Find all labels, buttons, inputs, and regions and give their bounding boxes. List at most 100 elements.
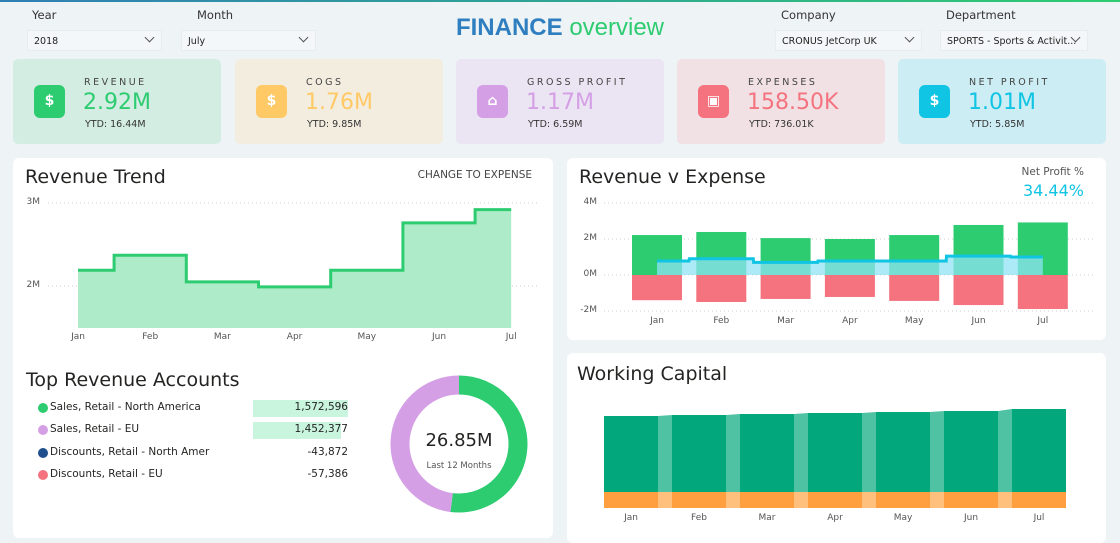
x-tick: May: [357, 332, 377, 342]
working-capital-title: Working Capital: [577, 363, 728, 385]
money-bag-icon: $: [34, 85, 65, 118]
x-tick: Jan: [71, 332, 85, 342]
house-dollar-icon: ⌂: [477, 85, 508, 118]
bar-connector: [658, 415, 672, 492]
expense-bar: [824, 275, 875, 297]
x-tick: Feb: [713, 316, 730, 326]
account-name: Sales, Retail - North America: [50, 401, 201, 413]
current-assets-bar: [672, 415, 726, 492]
bar-connector: [930, 411, 944, 492]
expense-bar: [1017, 275, 1068, 310]
kpi-label: REVENUE: [84, 77, 147, 88]
department-value: SPORTS - Sports & Activit...: [947, 36, 1077, 47]
change-to-expense-button[interactable]: CHANGE TO EXPENSE: [417, 169, 532, 181]
company-label: Company: [781, 8, 836, 22]
x-tick: Jul: [505, 332, 517, 342]
x-tick: Jan: [650, 316, 664, 326]
legend-dot: [38, 470, 48, 480]
expense-bar: [696, 275, 747, 302]
company-value: CRONUS JetCorp UK: [782, 36, 877, 47]
account-name: Discounts, Retail - EU: [50, 468, 163, 480]
x-tick: May: [893, 513, 913, 523]
x-tick: May: [904, 316, 924, 326]
kpi-card-net-profit[interactable]: $ NET PROFIT 1.01M YTD: 5.85M: [898, 59, 1106, 144]
x-tick: Apr: [286, 332, 303, 342]
donut-total: 26.85M: [425, 430, 493, 451]
wallet-icon: ▣: [698, 85, 729, 118]
expense-bar: [889, 275, 940, 301]
kpi-value: 1.17M: [526, 90, 594, 115]
kpi-card-cogs[interactable]: $ COGS 1.76M YTD: 9.85M: [235, 59, 443, 144]
net-profit-value: 34.44%: [1022, 181, 1084, 200]
kpi-card-revenue[interactable]: $ REVENUE 2.92M YTD: 16.44M: [13, 59, 221, 144]
bar-connector: [794, 413, 808, 492]
kpi-ytd: YTD: 5.85M: [970, 119, 1025, 130]
current-liabilities-bar: [808, 492, 862, 508]
year-label: Year: [32, 8, 57, 22]
kpi-card-gross-profit[interactable]: ⌂ GROSS PROFIT 1.17M YTD: 6.59M: [456, 59, 664, 144]
account-row[interactable]: Discounts, Retail - North Amer -43,872: [38, 445, 350, 463]
bar-connector: [658, 492, 672, 508]
account-bar: [253, 422, 341, 439]
current-assets-bar: [1012, 409, 1066, 492]
revenue-expense-title: Revenue v Expense: [579, 166, 766, 188]
page-title: FINANCE overview: [455, 14, 665, 41]
x-tick: Mar: [758, 513, 776, 523]
x-tick: Jul: [1033, 513, 1045, 523]
kpi-value: 1.01M: [968, 90, 1036, 115]
net-profit-line: [657, 254, 1043, 264]
department-dropdown[interactable]: SPORTS - Sports & Activit...: [940, 30, 1088, 51]
x-tick: Mar: [213, 332, 231, 342]
current-assets-bar: [944, 411, 998, 492]
bar-connector: [862, 412, 876, 492]
revenue-line: [78, 208, 512, 289]
donut-slice: [450, 375, 528, 513]
department-label: Department: [946, 8, 1016, 22]
revenue-trend-title: Revenue Trend: [25, 166, 166, 188]
kpi-value: 1.76M: [305, 90, 373, 115]
account-value: 1,572,596: [294, 401, 348, 413]
dollar-badge-icon: $: [919, 85, 950, 118]
y-tick: 2M: [583, 233, 598, 243]
kpi-value: 158.50K: [747, 90, 839, 115]
kpi-ytd: YTD: 16.44M: [85, 119, 146, 130]
year-dropdown[interactable]: 2018: [27, 30, 162, 51]
current-assets-bar: [876, 412, 930, 492]
bar-connector: [862, 492, 876, 508]
x-tick: Jun: [431, 332, 447, 342]
x-tick: Jun: [963, 513, 979, 523]
current-liabilities-bar: [740, 492, 794, 508]
net-profit-label: Net Profit %: [1021, 166, 1084, 178]
donut-caption: Last 12 Months: [426, 461, 492, 471]
kpi-ytd: YTD: 736.01K: [749, 119, 814, 130]
account-row[interactable]: Discounts, Retail - EU -57,386: [38, 467, 350, 485]
expense-bar: [632, 275, 682, 301]
current-liabilities-bar: [944, 492, 998, 508]
x-tick: Apr: [827, 513, 843, 523]
current-liabilities-bar: [672, 492, 726, 508]
account-name: Sales, Retail - EU: [50, 423, 140, 435]
x-tick: Jul: [1037, 316, 1049, 326]
kpi-card-expenses[interactable]: ▣ EXPENSES 158.50K YTD: 736.01K: [677, 59, 885, 144]
y-tick: 0M: [583, 269, 598, 279]
account-row[interactable]: Sales, Retail - North America 1,572,596: [38, 400, 350, 418]
kpi-value: 2.92M: [83, 90, 151, 115]
account-row[interactable]: Sales, Retail - EU 1,452,377: [38, 422, 350, 440]
donut-slice: [390, 375, 460, 512]
bar-connector: [726, 492, 740, 508]
x-tick: Jan: [624, 513, 638, 523]
month-dropdown[interactable]: July: [181, 30, 316, 51]
company-dropdown[interactable]: CRONUS JetCorp UK: [775, 30, 922, 51]
x-tick: Mar: [777, 316, 795, 326]
y-tick: 4M: [583, 197, 598, 207]
current-assets-bar: [604, 416, 658, 492]
x-tick: Feb: [691, 513, 707, 523]
revenue-area: [78, 209, 512, 328]
top-revenue-accounts-title: Top Revenue Accounts: [26, 369, 240, 391]
kpi-label: GROSS PROFIT: [527, 77, 628, 88]
x-tick: Feb: [142, 332, 159, 342]
kpi-ytd: YTD: 6.59M: [528, 119, 583, 130]
month-value: July: [188, 36, 206, 47]
kpi-ytd: YTD: 9.85M: [307, 119, 362, 130]
current-liabilities-bar: [876, 492, 930, 508]
